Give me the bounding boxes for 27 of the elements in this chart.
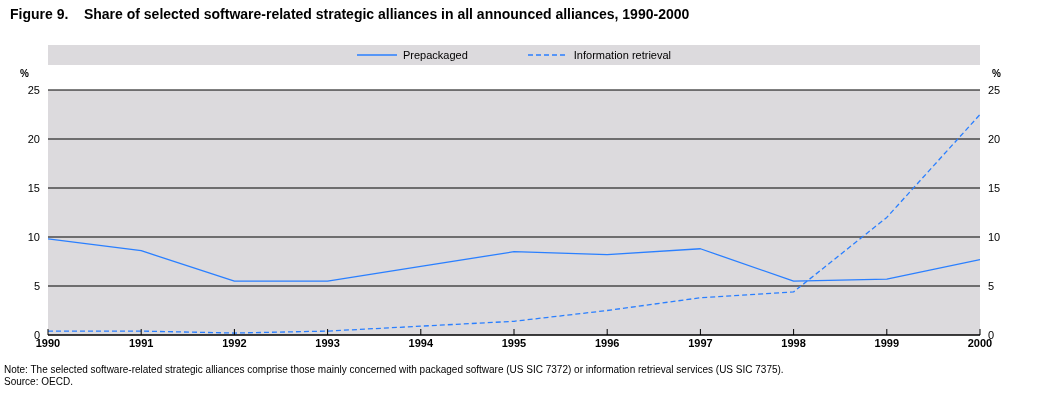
- x-tick-label: 1994: [408, 336, 434, 349]
- y-tick-label: 15: [27, 181, 40, 194]
- y-tick-label: 20: [27, 132, 40, 145]
- y-tick-label: 25: [27, 83, 40, 96]
- y2-tick-label: 10: [988, 230, 1001, 243]
- x-tick-label: 1999: [874, 336, 900, 349]
- legend-label: Information retrieval: [573, 49, 672, 61]
- x-tick-label: 1996: [594, 336, 620, 349]
- y-axis-title: %: [20, 68, 29, 79]
- text: Note: The selected software-related strategic alliances comprise those mainly concerned with packaged software (US SIC 7372) or information retrieval services (US SIC 7375).: [4, 364, 785, 376]
- source-note: Source: OECD.: [4, 376, 74, 388]
- x-tick-label: 1992: [222, 336, 247, 349]
- x-tick-label: 1997: [688, 336, 713, 349]
- y-tick-label: 10: [27, 230, 40, 243]
- y2-tick-label: 25: [988, 83, 1001, 96]
- x-tick-label: 1995: [501, 336, 527, 349]
- chart-title: Figure 9. Share of selected software-related strategic alliances in all announced alliances, 1990-2000: [10, 6, 690, 22]
- y2-axis-title: %: [992, 68, 1001, 79]
- y2-tick-label: 20: [988, 132, 1001, 145]
- line-series: [48, 113, 980, 334]
- x-tick-label: 1991: [128, 336, 154, 349]
- x-tick-label: 1998: [781, 336, 806, 349]
- y2-tick-label: 15: [988, 181, 1001, 194]
- legend-label: Prepackaged: [402, 49, 468, 61]
- y2-tick-label: 5: [988, 279, 995, 292]
- y-tick-label: 5: [33, 279, 40, 292]
- x-tick-label: 1993: [315, 336, 340, 349]
